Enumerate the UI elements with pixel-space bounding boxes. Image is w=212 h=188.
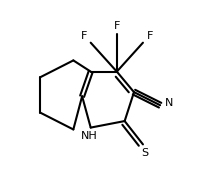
Text: F: F xyxy=(147,31,153,41)
Text: NH: NH xyxy=(81,131,97,141)
Text: F: F xyxy=(114,20,120,31)
Text: S: S xyxy=(141,148,148,158)
Text: N: N xyxy=(165,98,173,108)
Text: F: F xyxy=(81,31,87,41)
